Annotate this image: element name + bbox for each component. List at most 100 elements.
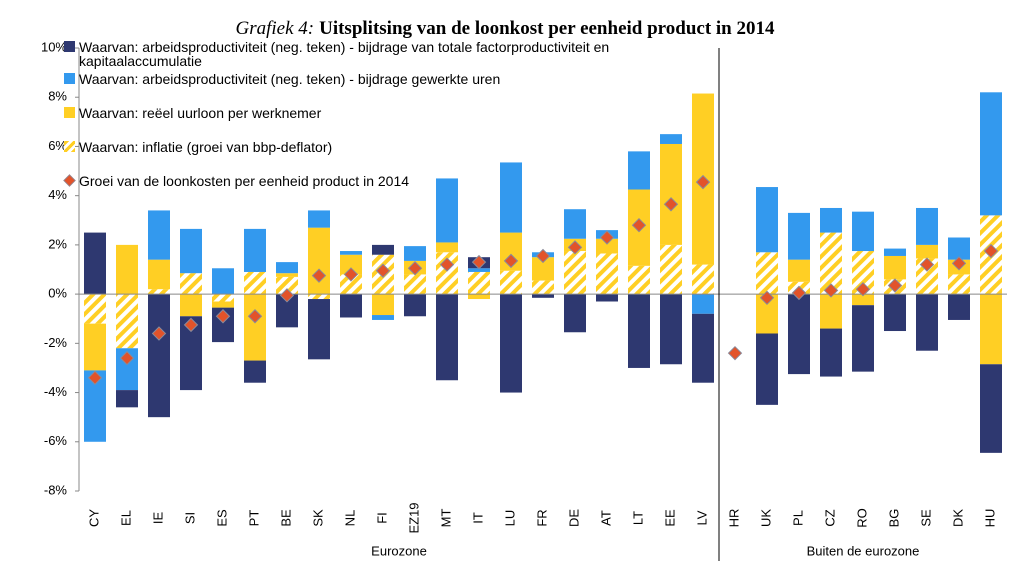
bar-segment (596, 253, 618, 295)
diamond-marker (951, 256, 967, 271)
bar-segment (756, 252, 778, 295)
x-tick-label: IE (150, 512, 165, 525)
bar-segment (948, 237, 970, 260)
x-tick-label: DE (566, 509, 581, 527)
x-tick-label: SE (918, 509, 933, 527)
diamond-marker (375, 263, 391, 278)
diamond-marker (983, 243, 999, 259)
legend-entry: Waarvan: inflatie (groei van bbp-deflato… (64, 140, 724, 154)
diamond-marker (631, 217, 647, 233)
bar-segment (340, 251, 362, 255)
x-tick-label: SI (182, 512, 197, 524)
bar-segment (436, 252, 458, 295)
y-tick-label: 0% (48, 286, 67, 301)
bar-segment (916, 294, 938, 351)
chart-title: Grafiek 4: Uitsplitsing van de loonkost p… (235, 18, 775, 39)
legend-swatch (64, 141, 75, 152)
bar-segment (660, 294, 682, 365)
x-tick-label: CY (86, 509, 101, 527)
bar-segment (308, 210, 330, 228)
bar-segment (308, 294, 330, 300)
legend-swatch (64, 107, 75, 118)
y-tick-label: 6% (48, 138, 67, 153)
x-tick-label: HR (726, 509, 741, 528)
x-tick-label: RO (854, 508, 869, 528)
legend-label: Waarvan: arbeidsproductiviteit (neg. tek… (79, 39, 610, 69)
legend-label: Waarvan: reëel uurloon per werknemer (79, 105, 322, 121)
legend-swatch (63, 174, 76, 187)
bar-segment (916, 258, 938, 295)
bar-segment (628, 151, 650, 190)
diamond-marker (599, 230, 615, 245)
bar-segment (532, 257, 554, 281)
x-tick-label: AT (598, 510, 613, 526)
bar-segment (372, 315, 394, 320)
bar-segment (596, 238, 618, 254)
bar-segment (308, 299, 330, 360)
bar-segment (500, 270, 522, 295)
diamond-marker (119, 350, 135, 366)
legend-label: Waarvan: inflatie (groei van bbp-deflato… (79, 139, 333, 155)
bar-segment (884, 294, 906, 332)
bar-segment (404, 294, 426, 317)
bar-segment (852, 251, 874, 295)
bar-segment (404, 246, 426, 261)
diamond-marker (663, 197, 679, 212)
bar-segment (564, 209, 586, 239)
legend-swatch (64, 73, 75, 84)
y-tick-label: 10% (41, 39, 67, 54)
bar-segment (340, 294, 362, 318)
x-tick-label: UK (758, 509, 773, 527)
bar-segment (244, 294, 266, 361)
bar-segment (84, 370, 106, 442)
bar-segment (884, 255, 906, 280)
diamond-marker (791, 285, 807, 301)
y-tick-label: 8% (48, 89, 67, 104)
diamond-marker (151, 326, 167, 341)
bar-segment (372, 244, 394, 255)
bar-segment (852, 294, 874, 306)
bar-segment (468, 271, 490, 295)
bar-segment (948, 294, 970, 320)
diamond-marker (407, 261, 423, 276)
x-tick-label: BE (278, 509, 293, 527)
diamond-marker (567, 240, 583, 255)
legend-entry: Groei van de loonkosten per eenheid prod… (63, 174, 724, 188)
diamond-marker (887, 278, 903, 293)
bar-segment (788, 212, 810, 260)
diamond-marker (311, 268, 327, 283)
y-tick-label: -6% (44, 433, 68, 448)
bar-segment (692, 313, 714, 383)
bar-segment (148, 294, 170, 418)
y-tick-label: 2% (48, 236, 67, 251)
bar-segment (756, 294, 778, 334)
bar-segment (596, 294, 618, 302)
bar-segment (84, 232, 106, 295)
bar-segment (852, 305, 874, 372)
bars (84, 92, 1002, 453)
x-tick-label: MT (438, 509, 453, 528)
x-tick-label: EE (662, 509, 677, 527)
bar-segment (436, 242, 458, 253)
group-label: Buiten de eurozone (807, 543, 920, 558)
bar-segment (788, 294, 810, 375)
legend-entry: Waarvan: arbeidsproductiviteit (neg. tek… (64, 40, 724, 68)
diamond-marker (279, 288, 295, 303)
bar-segment (244, 228, 266, 272)
bar-segment (852, 211, 874, 252)
x-tick-label: ES (214, 509, 229, 527)
bar-segment (500, 162, 522, 233)
bar-segment (884, 248, 906, 256)
diamond-marker (439, 257, 455, 272)
bar-segment (980, 364, 1002, 453)
x-tick-label: NL (342, 510, 357, 527)
diamond-marker (183, 317, 199, 333)
diamond-marker (215, 309, 231, 324)
diamond-marker (247, 309, 263, 324)
bar-segment (276, 276, 298, 295)
title-text: Uitsplitsing van de loonkost per eenheid… (319, 18, 775, 39)
bar-segment (404, 274, 426, 295)
bar-segment (916, 207, 938, 245)
